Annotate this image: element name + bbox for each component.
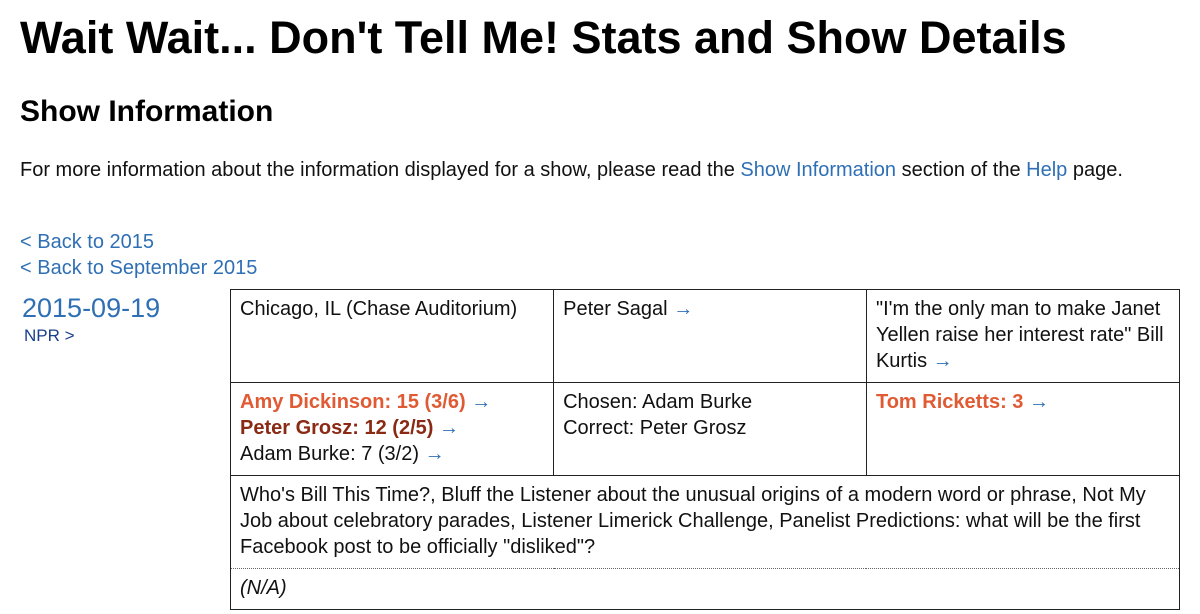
intro-text: For more information about the informati… [20,157,1130,183]
table-row: (N/A) [230,568,1180,610]
intro-text-before: For more information about the informati… [20,159,741,181]
table-row: Amy Dickinson: 15 (3/6) → Peter Grosz: 1… [229,382,1181,476]
panelist-score: 7 (3/2) [361,443,419,465]
help-link[interactable]: Help [1026,159,1068,181]
arrow-right-icon[interactable]: → [932,350,953,372]
panelist-score: 15 (3/6) [396,391,466,413]
notes-cell: (N/A) [230,568,1180,610]
bluff-cell: Chosen: Adam Burke Correct: Peter Grosz [553,382,867,476]
guest-score: 3 [1012,391,1024,413]
panelists-cell: Amy Dickinson: 15 (3/6) → Peter Grosz: 1… [229,382,555,476]
show-information-link[interactable]: Show Information [740,159,897,181]
back-links: < Back to 2015 < Back to September 2015 [20,229,257,281]
guest-name: Tom Ricketts [875,391,1001,413]
host-name: Peter Sagal [563,298,668,320]
host-link[interactable]: Peter Sagal → [563,298,693,320]
bluff-chosen: Chosen: Adam Burke [563,391,753,413]
back-to-year-link[interactable]: < Back to 2015 [20,231,154,253]
panelist-row-3[interactable]: Adam Burke: 7 (3/2) → [240,443,445,465]
panelist-row-2[interactable]: Peter Grosz: 12 (2/5) → [240,417,459,439]
show-details-table: Chicago, IL (Chase Auditorium) Peter Sag… [229,289,1181,610]
table-row: Who's Bill This Time?, Bluff the Listene… [230,475,1180,569]
host-cell: Peter Sagal → [553,289,867,383]
segments-text: Who's Bill This Time?, Bluff the Listene… [240,484,1146,558]
quote-cell: "I'm the only man to make Janet Yellen r… [865,289,1181,383]
table-row: Chicago, IL (Chase Auditorium) Peter Sag… [229,289,1181,383]
location-text: Chicago, IL (Chase Auditorium) [240,298,518,320]
show-quote: "I'm the only man to make Janet Yellen r… [875,298,1161,346]
npr-link[interactable]: NPR > [24,326,75,345]
arrow-right-icon[interactable]: → [1028,391,1049,413]
notes-text: (N/A) [240,577,287,599]
arrow-right-icon[interactable]: → [438,417,459,439]
arrow-right-icon[interactable]: → [673,298,694,320]
panelist-name: Amy Dickinson [240,391,385,413]
panelist-name: Adam Burke [240,443,351,465]
intro-text-after: page. [1067,159,1123,181]
guest-row[interactable]: Tom Ricketts: 3 → [875,391,1049,413]
bluff-correct: Correct: Peter Grosz [563,417,747,439]
scorekeeper-link[interactable]: Bill Kurtis → [876,324,1164,372]
panelist-row-1[interactable]: Amy Dickinson: 15 (3/6) → [240,391,492,413]
back-to-month-link[interactable]: < Back to September 2015 [20,257,258,279]
panelist-score: 12 (2/5) [364,417,434,439]
segments-cell: Who's Bill This Time?, Bluff the Listene… [230,475,1180,569]
arrow-right-icon[interactable]: → [471,391,492,413]
location-cell: Chicago, IL (Chase Auditorium) [229,289,555,383]
scorekeeper-name: Bill Kurtis [875,324,1164,372]
intro-text-middle: section of the [896,159,1027,181]
guest-cell: Tom Ricketts: 3 → [865,382,1181,476]
section-title: Show Information [20,95,274,128]
arrow-right-icon[interactable]: → [424,443,445,465]
show-date-link[interactable]: 2015-09-19 [22,293,161,323]
panelist-name: Peter Grosz [240,417,353,439]
page-title: Wait Wait... Don't Tell Me! Stats and Sh… [20,12,1067,63]
